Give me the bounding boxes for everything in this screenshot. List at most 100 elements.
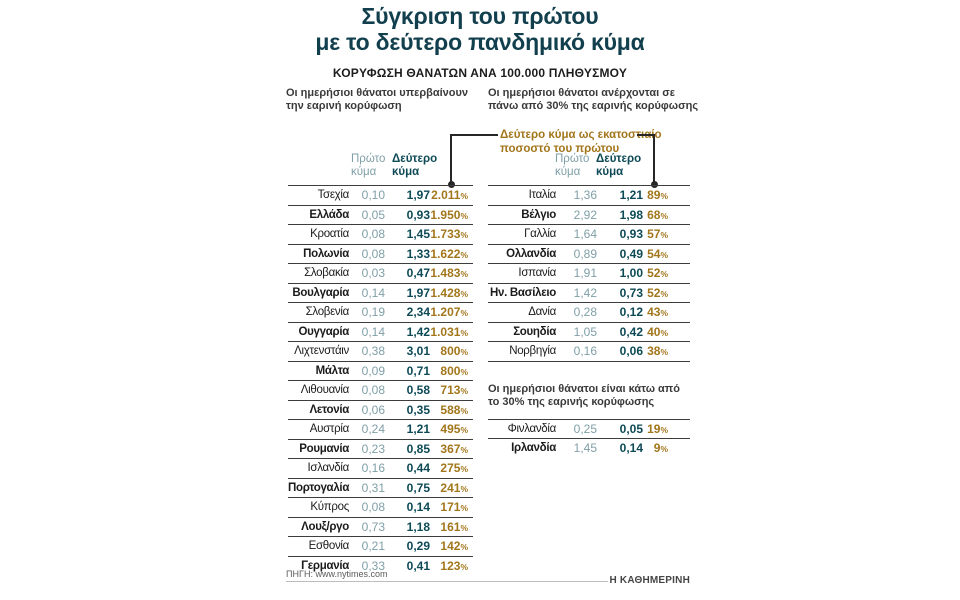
percent-sign: %: [460, 230, 468, 241]
percent-sign: %: [660, 424, 668, 435]
table-row: Εσθονία 0,21 0,29 142%: [288, 536, 473, 556]
second-wave-cell: 0,05: [619, 421, 643, 436]
percent-sign: %: [460, 522, 468, 533]
table-row: Ελλάδα 0,05 0,93 1.950%: [288, 204, 473, 225]
first-wave-cell: 0,10: [361, 188, 385, 203]
second-wave-cell: 0,85: [406, 441, 430, 456]
percent-sign: %: [660, 288, 668, 299]
table-row: Νορβηγία 0,16 0,06 38%: [488, 341, 690, 361]
percent-cell: 57%: [647, 227, 668, 242]
table-row: Σουηδία 1,05 0,42 40%: [488, 321, 690, 342]
second-wave-cell: 0,75: [406, 480, 430, 495]
table-row: Ην. Βασίλειο 1,42 0,73 52%: [488, 282, 690, 303]
second-wave-cell: 1,98: [619, 207, 643, 222]
percent-sign: %: [460, 347, 468, 358]
percent-sign: %: [460, 366, 468, 377]
table-row: Μάλτα 0,09 0,71 800%: [288, 360, 473, 381]
country-cell: Μάλτα: [315, 364, 350, 377]
table-row: Πολωνία 0,08 1,33 1.622%: [288, 243, 473, 264]
percent-sign: %: [460, 327, 468, 338]
table-row: Ολλανδία 0,89 0,49 54%: [488, 243, 690, 264]
percent-cell: 1.207%: [430, 305, 468, 320]
country-cell: Εσθονία: [308, 540, 350, 553]
first-wave-cell: 0,03: [361, 266, 385, 281]
percent-cell: 1.428%: [430, 285, 468, 300]
country-cell: Φινλανδία: [507, 422, 557, 435]
table-row: Λιθουανία 0,08 0,58 713%: [288, 380, 473, 400]
table-row: Βουλγαρία 0,14 1,97 1.428%: [288, 282, 473, 303]
first-wave-cell: 0,16: [361, 461, 385, 476]
country-cell: Λουξ/ργο: [301, 520, 349, 533]
country-cell: Σλοβενία: [305, 306, 350, 319]
percent-sign: %: [660, 210, 668, 221]
callout-dot-right: [651, 181, 658, 188]
first-wave-cell: 0,09: [361, 363, 385, 378]
percent-sign: %: [460, 191, 468, 202]
source-credit: ΠΗΓΗ: www.nytimes.com: [286, 569, 388, 579]
table-row: Πορτογαλία 0,31 0,75 241%: [288, 477, 473, 498]
second-wave-cell: 0,14: [619, 441, 643, 456]
country-cell: Ιταλία: [528, 189, 557, 202]
percent-cell: 1.950%: [430, 207, 468, 222]
percent-sign: %: [460, 542, 468, 553]
table-row: Ρουμανία 0,23 0,85 367%: [288, 438, 473, 459]
first-wave-cell: 0,23: [361, 441, 385, 456]
percent-cell: 38%: [647, 344, 668, 359]
percent-cell: 52%: [647, 285, 668, 300]
percent-cell: 89%: [647, 188, 668, 203]
percent-cell: 800%: [440, 344, 468, 359]
left-table-header-second-wave: Δεύτερο κύμα: [392, 153, 438, 178]
percent-cell: 54%: [647, 246, 668, 261]
country-cell: Σλοβακία: [304, 267, 349, 280]
percent-sign: %: [460, 210, 468, 221]
table-row: Κροατία 0,08 1,45 1.733%: [288, 224, 473, 244]
country-cell: Γερμανία: [301, 559, 349, 572]
first-wave-cell: 2,92: [573, 207, 597, 222]
second-wave-cell: 0,93: [619, 227, 643, 242]
left-table-header-first-wave: Πρώτο κύμα: [351, 153, 386, 178]
percent-cell: 275%: [440, 461, 468, 476]
table-row: Σλοβενία 0,19 2,34 1.207%: [288, 302, 473, 322]
percent-cell: 43%: [647, 305, 668, 320]
country-cell: Βουλγαρία: [292, 286, 349, 299]
page-title-line1: Σύγκριση του πρώτου: [361, 3, 599, 29]
percent-sign: %: [660, 191, 668, 202]
country-cell: Ουγγαρία: [298, 325, 350, 338]
table-row: Σλοβακία 0,03 0,47 1.483%: [288, 263, 473, 283]
first-wave-cell: 1,42: [573, 285, 597, 300]
right-table-header-first-wave: Πρώτο κύμα: [555, 153, 590, 178]
percent-cell: 241%: [440, 480, 468, 495]
section-label-above-30-percent: Οι ημερήσιοι θάνατοι ανέρχονται σε πάνω …: [488, 87, 699, 112]
percent-cell: 123%: [440, 558, 468, 573]
country-cell: Ην. Βασίλειο: [489, 286, 556, 299]
second-wave-cell: 0,73: [619, 285, 643, 300]
percent-sign: %: [460, 288, 468, 299]
first-wave-cell: 0,14: [361, 324, 385, 339]
callout-connector-left: [450, 134, 498, 184]
table-row: Λουξ/ργο 0,73 1,18 161%: [288, 516, 473, 537]
first-wave-cell: 0,21: [361, 539, 385, 554]
second-wave-cell: 2,34: [406, 305, 430, 320]
percent-sign: %: [660, 230, 668, 241]
first-wave-cell: 1,91: [573, 266, 597, 281]
second-wave-cell: 1,18: [406, 519, 430, 534]
country-cell: Βέλγιο: [521, 208, 556, 221]
percent-cell: 19%: [647, 421, 668, 436]
first-wave-cell: 0,08: [361, 500, 385, 515]
percent-sign: %: [660, 249, 668, 260]
percent-sign: %: [460, 483, 468, 494]
country-cell: Λιθουανία: [300, 384, 350, 397]
percent-sign: %: [460, 249, 468, 260]
first-wave-cell: 0,33: [361, 558, 385, 573]
right-column: Ιταλία 1,36 1,21 89% Βέλγιο 2,92 1,98 68% Γαλλία…: [488, 185, 690, 458]
country-cell: Λετονία: [309, 403, 349, 416]
percent-cell: 1.622%: [430, 246, 468, 261]
percent-sign: %: [460, 425, 468, 436]
second-wave-cell: 1,97: [406, 188, 430, 203]
table-above-30-percent: Ιταλία 1,36 1,21 89% Βέλγιο 2,92 1,98 68% Γαλλία…: [488, 185, 690, 362]
country-cell: Πολωνία: [303, 247, 349, 260]
percent-sign: %: [460, 269, 468, 280]
country-cell: Αυστρία: [309, 423, 350, 436]
first-wave-cell: 0,38: [361, 344, 385, 359]
country-cell: Τσεχία: [317, 189, 350, 202]
